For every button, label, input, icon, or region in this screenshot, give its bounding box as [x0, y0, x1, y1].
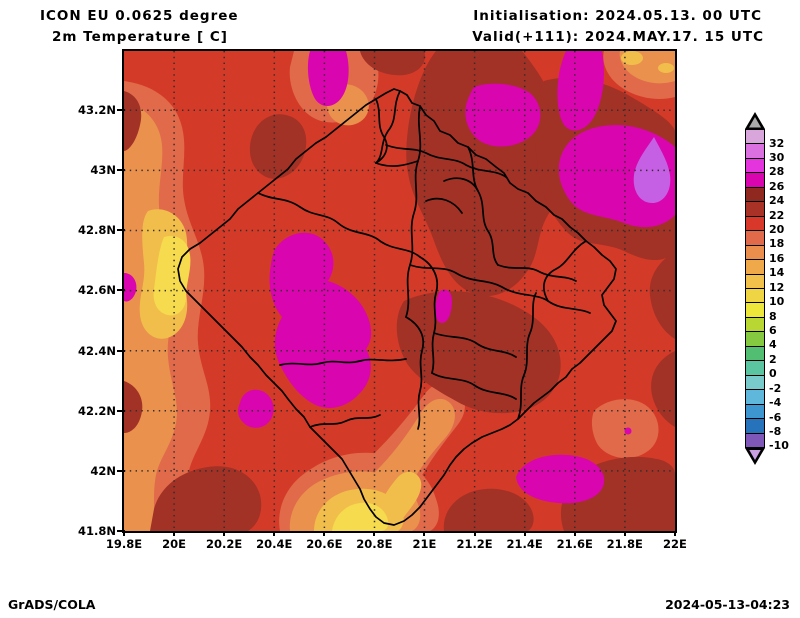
lon-tick-mark: [473, 531, 476, 536]
initialisation-time: Initialisation: 2024.05.13. 00 UTC: [473, 8, 762, 24]
colorbar-segment: [746, 433, 764, 447]
colorbar-segment: [746, 332, 764, 347]
lon-tick-mark: [523, 531, 526, 536]
filled-contour-map: [124, 51, 675, 531]
lat-tick-mark: [117, 529, 125, 532]
colorbar-segment: [746, 346, 764, 362]
lon-tick-mark: [623, 531, 626, 536]
lon-tick-mark: [173, 531, 176, 536]
colorbar-segment: [746, 317, 764, 333]
colorbar-segment: [746, 158, 764, 174]
lon-tick-mark: [323, 531, 326, 536]
lat-tick-mark: [117, 349, 125, 352]
lon-tick-mark: [573, 531, 576, 536]
lat-tick-mark: [117, 229, 125, 232]
lat-tick-mark: [117, 469, 125, 472]
colorbar-segment: [746, 216, 764, 232]
colorbar-segment: [746, 390, 764, 405]
colorbar-labels: 32 30 28 26 24 22 20 18 16 14 12 10 8 6 4 2 0 -2 -4 -6 -8 -10: [769, 136, 789, 453]
colorbar-segment: [746, 130, 764, 145]
colorbar-segment: [746, 231, 764, 246]
temperature-colorbar: [745, 112, 765, 465]
lon-tick-mark: [423, 531, 426, 536]
colorbar-under-range-arrow: [745, 448, 765, 465]
admin-boundaries: [177, 88, 617, 526]
lon-tick-mark: [123, 531, 125, 536]
creation-timestamp: 2024-05-13-04:23: [665, 597, 790, 612]
lon-tick-mark: [223, 531, 226, 536]
colorbar-segment: [746, 245, 764, 261]
lat-tick-mark: [117, 109, 125, 111]
lat-tick-mark: [117, 169, 125, 172]
grid-lines: [124, 51, 675, 531]
colorbar-segment: [746, 288, 764, 304]
colorbar-segment: [746, 303, 764, 318]
colorbar-segment: [746, 202, 764, 217]
colorbar-segment: [746, 419, 764, 434]
colorbar-segment: [746, 173, 764, 188]
variable-title: 2m Temperature [ C]: [52, 29, 228, 45]
valid-time: Valid(+111): 2024.MAY.17. 15 UTC: [472, 29, 764, 45]
colorbar-segment: [746, 375, 764, 391]
lon-tick-mark: [273, 531, 276, 536]
longitude-axis: 19.8E 20E 20.2E 20.4E 20.6E 20.8E 21E 21…: [106, 531, 687, 553]
colorbar-segment: [746, 404, 764, 420]
colorbar-segment: [746, 260, 764, 275]
grads-credit: GrADS/COLA: [8, 597, 96, 612]
latitude-axis: 43.2N 43N 42.8N 42.6N 42.4N 42.2N 42N 41…: [36, 103, 125, 538]
temperature-map: [122, 49, 677, 533]
lon-tick-mark: [673, 531, 676, 536]
colorbar-over-range-arrow: [745, 112, 765, 129]
lat-tick-mark: [117, 289, 125, 292]
colorbar-segments: [745, 129, 765, 448]
colorbar-segment: [746, 274, 764, 289]
lat-tick-mark: [117, 409, 125, 412]
colorbar-segment: [746, 187, 764, 203]
colorbar-segment: [746, 361, 764, 376]
colorbar-segment: [746, 144, 764, 159]
model-title: ICON EU 0.0625 degree: [40, 8, 239, 24]
lon-tick-mark: [373, 531, 376, 536]
